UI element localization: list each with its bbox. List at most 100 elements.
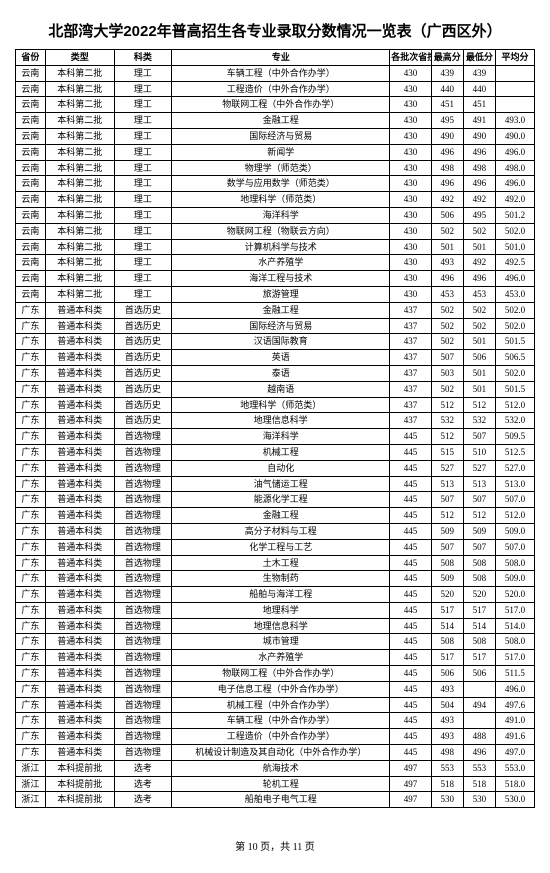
cell-type: 普通本科类 bbox=[45, 745, 114, 761]
cell-min: 553 bbox=[463, 760, 495, 776]
table-row: 广东普通本科类首选物理水产养殖学445517517517.0 bbox=[16, 650, 535, 666]
cell-major: 国际经济与贸易 bbox=[172, 318, 390, 334]
cell-prov: 广东 bbox=[16, 713, 46, 729]
cell-major: 物理学（师范类） bbox=[172, 160, 390, 176]
cell-line: 445 bbox=[390, 476, 431, 492]
cell-line: 430 bbox=[390, 113, 431, 129]
cell-max: 496 bbox=[431, 144, 463, 160]
cell-line: 445 bbox=[390, 745, 431, 761]
cell-min: 496 bbox=[463, 271, 495, 287]
cell-max: 507 bbox=[431, 350, 463, 366]
cell-prov: 云南 bbox=[16, 207, 46, 223]
cell-cat: 首选历史 bbox=[114, 365, 171, 381]
cell-avg bbox=[495, 65, 534, 81]
cell-cat: 首选历史 bbox=[114, 413, 171, 429]
cell-min: 517 bbox=[463, 650, 495, 666]
cell-line: 437 bbox=[390, 413, 431, 429]
cell-line: 430 bbox=[390, 239, 431, 255]
cell-avg: 502.0 bbox=[495, 365, 534, 381]
cell-max: 509 bbox=[431, 523, 463, 539]
cell-major: 物联网工程（中外合作办学） bbox=[172, 666, 390, 682]
cell-avg: 491.6 bbox=[495, 729, 534, 745]
cell-line: 497 bbox=[390, 776, 431, 792]
cell-min: 491 bbox=[463, 113, 495, 129]
cell-line: 437 bbox=[390, 302, 431, 318]
cell-cat: 首选物理 bbox=[114, 523, 171, 539]
cell-cat: 理工 bbox=[114, 223, 171, 239]
cell-line: 430 bbox=[390, 286, 431, 302]
cell-max: 532 bbox=[431, 413, 463, 429]
cell-avg: 490.0 bbox=[495, 128, 534, 144]
cell-avg: 491.0 bbox=[495, 713, 534, 729]
cell-min: 451 bbox=[463, 97, 495, 113]
cell-cat: 首选物理 bbox=[114, 476, 171, 492]
cell-avg: 496.0 bbox=[495, 271, 534, 287]
cell-line: 497 bbox=[390, 792, 431, 808]
cell-type: 本科第二批 bbox=[45, 113, 114, 129]
cell-cat: 理工 bbox=[114, 271, 171, 287]
cell-type: 普通本科类 bbox=[45, 523, 114, 539]
cell-prov: 广东 bbox=[16, 429, 46, 445]
cell-max: 451 bbox=[431, 97, 463, 113]
cell-min: 514 bbox=[463, 618, 495, 634]
cell-type: 本科第二批 bbox=[45, 192, 114, 208]
cell-major: 地理信息科学 bbox=[172, 413, 390, 429]
cell-max: 503 bbox=[431, 365, 463, 381]
cell-type: 普通本科类 bbox=[45, 476, 114, 492]
cell-line: 497 bbox=[390, 760, 431, 776]
table-row: 广东普通本科类首选物理地理信息科学445514514514.0 bbox=[16, 618, 535, 634]
cell-avg: 512.0 bbox=[495, 508, 534, 524]
cell-max: 490 bbox=[431, 128, 463, 144]
cell-major: 金融工程 bbox=[172, 302, 390, 318]
table-row: 广东普通本科类首选历史国际经济与贸易437502502502.0 bbox=[16, 318, 535, 334]
cell-max: 530 bbox=[431, 792, 463, 808]
cell-prov: 云南 bbox=[16, 176, 46, 192]
cell-prov: 广东 bbox=[16, 666, 46, 682]
cell-major: 城市管理 bbox=[172, 634, 390, 650]
cell-type: 普通本科类 bbox=[45, 681, 114, 697]
cell-cat: 理工 bbox=[114, 160, 171, 176]
cell-prov: 云南 bbox=[16, 113, 46, 129]
cell-type: 本科提前批 bbox=[45, 760, 114, 776]
cell-max: 508 bbox=[431, 634, 463, 650]
cell-max: 501 bbox=[431, 239, 463, 255]
cell-cat: 首选物理 bbox=[114, 587, 171, 603]
table-row: 广东普通本科类首选物理高分子材料与工程445509509509.0 bbox=[16, 523, 535, 539]
table-row: 广东普通本科类首选物理船舶与海洋工程445520520520.0 bbox=[16, 587, 535, 603]
cell-cat: 首选物理 bbox=[114, 713, 171, 729]
cell-avg: 520.0 bbox=[495, 587, 534, 603]
admission-table: 省份 类型 科类 专业 各批次省控线 最高分 最低分 平均分 云南本科第二批理工… bbox=[15, 49, 535, 808]
cell-cat: 首选物理 bbox=[114, 729, 171, 745]
table-row: 云南本科第二批理工工程造价（中外合作办学）430440440 bbox=[16, 81, 535, 97]
table-row: 广东普通本科类首选历史泰语437503501502.0 bbox=[16, 365, 535, 381]
cell-max: 514 bbox=[431, 618, 463, 634]
cell-prov: 广东 bbox=[16, 602, 46, 618]
table-row: 广东普通本科类首选物理生物制药445509508509.0 bbox=[16, 571, 535, 587]
table-row: 广东普通本科类首选历史越南语437502501501.5 bbox=[16, 381, 535, 397]
cell-type: 本科第二批 bbox=[45, 160, 114, 176]
cell-cat: 首选物理 bbox=[114, 697, 171, 713]
header-type: 类型 bbox=[45, 50, 114, 66]
table-row: 广东普通本科类首选物理机械设计制造及其自动化（中外合作办学）4454984964… bbox=[16, 745, 535, 761]
table-row: 云南本科第二批理工旅游管理430453453453.0 bbox=[16, 286, 535, 302]
cell-min: 490 bbox=[463, 128, 495, 144]
cell-cat: 首选历史 bbox=[114, 302, 171, 318]
cell-max: 513 bbox=[431, 476, 463, 492]
cell-prov: 浙江 bbox=[16, 760, 46, 776]
cell-cat: 首选物理 bbox=[114, 555, 171, 571]
cell-max: 493 bbox=[431, 729, 463, 745]
cell-prov: 广东 bbox=[16, 729, 46, 745]
cell-prov: 广东 bbox=[16, 365, 46, 381]
cell-cat: 理工 bbox=[114, 113, 171, 129]
cell-avg: 507.0 bbox=[495, 539, 534, 555]
table-row: 浙江本科提前批选考轮机工程497518518518.0 bbox=[16, 776, 535, 792]
table-row: 云南本科第二批理工物理学（师范类）430498498498.0 bbox=[16, 160, 535, 176]
cell-cat: 首选物理 bbox=[114, 634, 171, 650]
table-header-row: 省份 类型 科类 专业 各批次省控线 最高分 最低分 平均分 bbox=[16, 50, 535, 66]
cell-cat: 理工 bbox=[114, 176, 171, 192]
cell-max: 518 bbox=[431, 776, 463, 792]
table-row: 广东普通本科类首选物理物联网工程（中外合作办学）445506506511.5 bbox=[16, 666, 535, 682]
cell-type: 普通本科类 bbox=[45, 350, 114, 366]
cell-avg: 512.0 bbox=[495, 397, 534, 413]
cell-prov: 广东 bbox=[16, 508, 46, 524]
